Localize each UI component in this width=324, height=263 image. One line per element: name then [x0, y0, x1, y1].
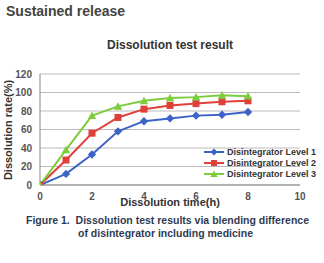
html-text:Dissolution time(h): Dissolution time(h) [120, 196, 220, 208]
html-text:Disintegrator Level 2: Disintegrator Level 2 [227, 158, 316, 168]
svg-text:80: 80 [21, 106, 33, 117]
svg-text:10: 10 [294, 191, 306, 202]
svg-text:8: 8 [245, 191, 251, 202]
html-text:Sustained release: Sustained release [6, 3, 126, 19]
html-text:Figure 1. Dissolution test res: Figure 1. Dissolution test results via b… [26, 214, 312, 239]
svg-text:20: 20 [21, 161, 33, 172]
html-text:Disintegrator Level 3: Disintegrator Level 3 [227, 169, 316, 179]
html-text:Disintegrator Level 1: Disintegrator Level 1 [227, 147, 316, 157]
html-text:Dissolution rate(%): Dissolution rate(%) [2, 79, 14, 181]
svg-text:2: 2 [89, 191, 95, 202]
svg-text:40: 40 [21, 143, 33, 154]
svg-text:120: 120 [15, 69, 32, 80]
svg-text:60: 60 [21, 124, 33, 135]
svg-text:100: 100 [15, 87, 32, 98]
svg-text:0: 0 [26, 180, 32, 191]
svg-text:0: 0 [37, 191, 43, 202]
html-text:Dissolution test result: Dissolution test result [107, 38, 233, 52]
